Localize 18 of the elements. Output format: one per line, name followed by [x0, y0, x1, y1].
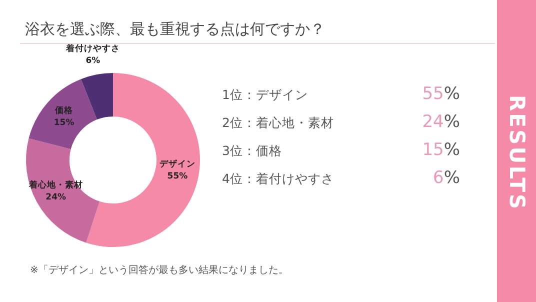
text: RESULTS	[505, 95, 529, 212]
slice-label: デザイン	[159, 158, 196, 170]
data-label: 6%	[86, 56, 101, 66]
text: ※「デザイン」という回答が最も多い結果になりました。	[30, 264, 288, 277]
slice-label: 価格	[54, 105, 74, 116]
text: 1位：デザイン	[222, 87, 308, 104]
data-label: 24%	[46, 192, 66, 203]
text: 4位：着付けやすさ	[222, 171, 334, 188]
text: 55%	[422, 84, 460, 104]
text: 6%	[433, 168, 460, 188]
chart-title: 浴衣を選ぶ際、最も重視する点は何ですか？	[25, 20, 325, 39]
text: 15%	[422, 140, 460, 160]
slice-label: 着付けやすさ	[64, 43, 120, 54]
data-label: 55%	[167, 171, 188, 182]
data-label: 15%	[54, 118, 75, 128]
text: 24%	[422, 112, 460, 132]
text: 2位：着心地・素材	[222, 115, 334, 132]
text: 3位：価格	[222, 143, 282, 160]
